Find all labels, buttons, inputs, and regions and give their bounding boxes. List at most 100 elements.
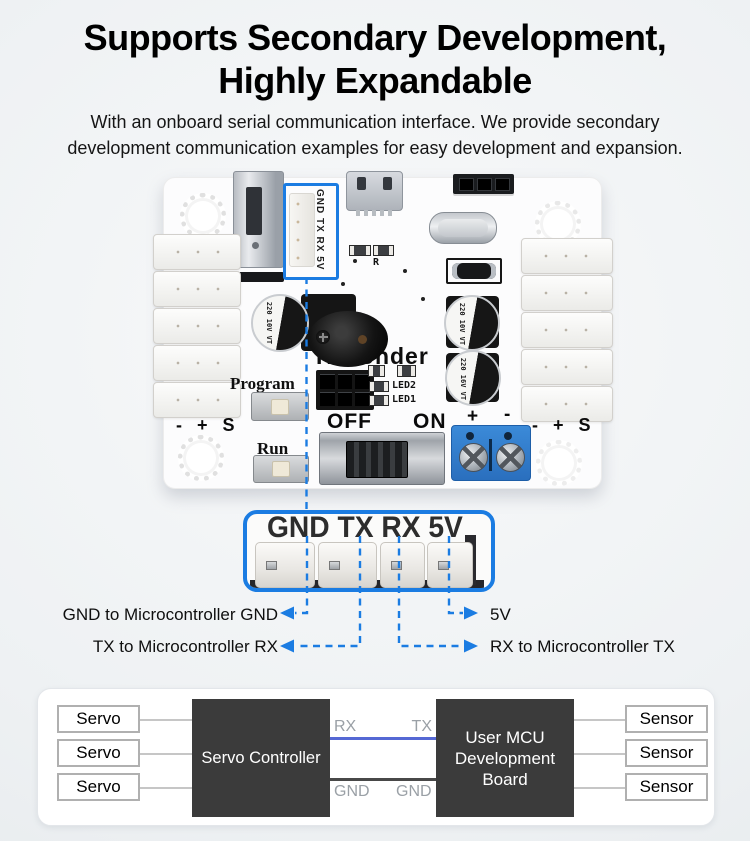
capacitor-label: 220 10V VT [265,301,273,345]
led-resistor [397,365,416,377]
gnd-right-label: GND [396,783,432,800]
servo-wire [140,719,192,721]
buzzer-screw [316,330,330,344]
terminal-screw [496,443,525,472]
sensor-box: Sensor [625,705,708,733]
servo-connector [153,382,241,418]
led2-silkscreen: LED2 [392,380,417,391]
servo-box: Servo [57,739,140,767]
capacitor-label: 220 10V VT [458,302,466,346]
servo-connector [153,234,241,270]
terminal-plus-silkscreen: + [467,406,480,427]
pin-hole [355,391,370,406]
serial-port-highlight-box: GND TX RX 5V [283,183,339,280]
arrow-right-icon [464,639,478,653]
pin-tx [318,542,377,588]
servo-box: Servo [57,705,140,733]
terminal-hole [466,432,474,440]
mounting-hole [178,435,224,481]
connection-diagram-panel [37,688,715,826]
power-pin-labels-left: - + S [176,415,240,435]
terminal-hole [504,432,512,440]
pin-hole [355,374,370,389]
arrow-left-icon [280,639,294,653]
program-button [251,392,309,421]
servo-connector [153,271,241,307]
r-silkscreen: R [373,257,380,268]
serial-port-silkscreen: GND TX RX 5V [314,189,325,271]
servo-controller-label: Servo Controller [201,748,321,767]
sensor-box: Sensor [625,773,708,801]
capacitor-label: 220 16V VT [459,357,467,401]
terminal-minus-silkscreen: - [504,404,512,425]
micro-usb-pins [356,210,392,216]
led1-silkscreen: LED1 [392,394,417,405]
page-title: Supports Secondary Development, Highly E… [0,16,750,102]
pin-hole [320,391,335,406]
run-button [253,455,309,483]
page-subtitle-line2: development communication examples for e… [67,138,683,158]
servo-connector [153,308,241,344]
power-pin-labels-right: - + S [532,415,596,435]
ground-line [330,778,436,781]
servo-connector [521,349,613,385]
servo-wire [140,753,192,755]
crystal-oscillator [429,212,497,244]
arrow-right-icon [464,606,478,620]
page-title-line1: Supports Secondary Development, [83,17,667,58]
mounting-hole [536,440,582,486]
capacitor: 220 16V VT [445,350,501,406]
annotation-5v: 5V [490,605,511,624]
pin-5v [427,542,473,588]
pin-metal [391,561,402,570]
servo-connector [521,275,613,311]
servo-controller-board-photo: GND TX RX 5V - + S - + S Hiwonder 220 10… [153,171,613,489]
servo-connector [521,238,613,274]
terminal-screw [459,443,488,472]
run-silkscreen: Run [257,439,289,458]
serial-port-connector [289,193,315,267]
led-resistor [368,365,385,377]
power-terminal-block [451,425,531,481]
servo-box: Servo [57,773,140,801]
rx-label: RX [334,718,357,735]
gnd-left-label: GND [334,783,370,800]
pin-rx [380,542,425,588]
on-silkscreen: ON [413,410,447,433]
mcu-label-line3: Board [482,769,528,789]
tx-label: TX [411,718,432,735]
off-silkscreen: OFF [327,410,372,433]
uart-data-line [330,737,436,740]
mcu-box: User MCU Development Board [436,699,574,817]
servo-connector [521,312,613,348]
servo-wire [140,787,192,789]
solder-points [341,282,345,286]
page-title-line2: Highly Expandable [218,60,532,101]
diode-outline [446,258,502,284]
usb-a-port [233,171,284,268]
arrowheads [280,606,478,653]
header-socket-black [453,174,514,194]
micro-usb-hole [383,177,392,190]
socket-slot [495,178,510,191]
diode [452,263,496,279]
capacitor: 220 10V VT [251,294,309,352]
annotation-gnd: GND to Microcontroller GND [62,605,278,624]
servo-connector [521,386,613,422]
page-subtitle-line1: With an onboard serial communication int… [90,112,660,132]
button-cap [271,398,289,415]
pin-metal [266,561,277,570]
crystal-top [438,219,488,237]
pin-metal [329,561,340,570]
socket-slot [477,178,492,191]
servo-connector [153,345,241,381]
arrow-left-icon [280,606,294,620]
annotation-rx: RX to Microcontroller TX [490,637,675,656]
sensor-wire [574,787,625,789]
pin-gnd [255,542,315,588]
usb-a-slot [246,187,262,235]
buzzer [308,311,388,367]
buzzer-hole [358,335,367,344]
serial-pins-label: GND TX RX 5V [267,511,463,544]
usb-a-screw [252,242,259,249]
